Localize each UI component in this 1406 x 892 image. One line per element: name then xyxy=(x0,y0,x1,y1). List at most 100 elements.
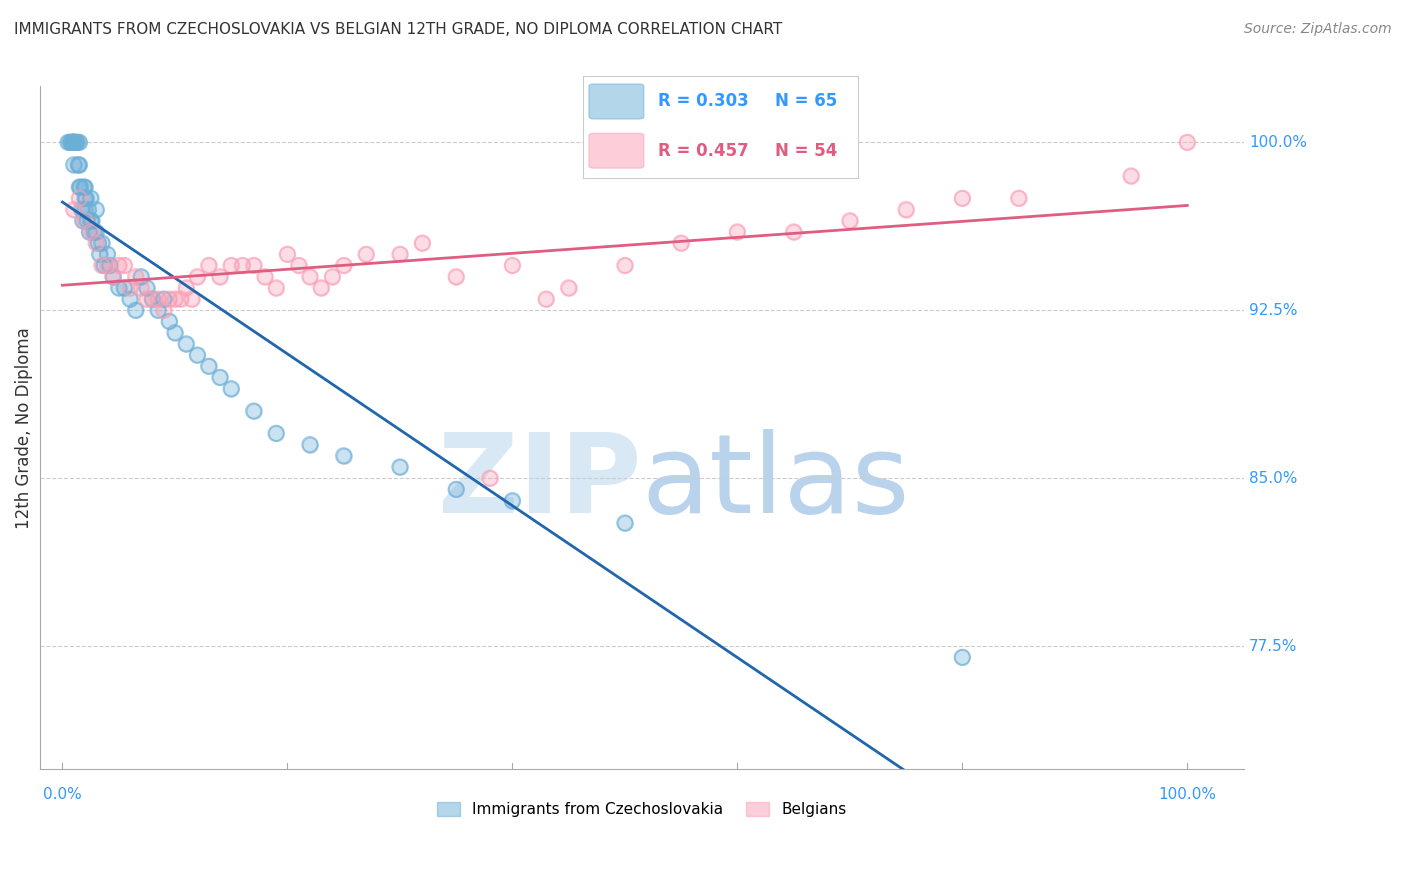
Point xyxy=(219,382,242,396)
Point xyxy=(264,426,287,441)
Point xyxy=(219,259,242,273)
Point xyxy=(101,269,124,284)
Text: N = 54: N = 54 xyxy=(776,142,838,160)
Text: 77.5%: 77.5% xyxy=(1249,639,1298,654)
Point xyxy=(613,516,636,530)
Point xyxy=(72,213,94,227)
Point xyxy=(118,292,141,306)
Point xyxy=(197,259,219,273)
Point xyxy=(73,202,96,217)
Point xyxy=(186,348,208,362)
Point xyxy=(135,292,157,306)
Point xyxy=(73,213,96,227)
Point xyxy=(84,225,107,239)
Point xyxy=(163,326,186,340)
Point xyxy=(141,292,163,306)
Text: IMMIGRANTS FROM CZECHOSLOVAKIA VS BELGIAN 12TH GRADE, NO DIPLOMA CORRELATION CHA: IMMIGRANTS FROM CZECHOSLOVAKIA VS BELGIA… xyxy=(14,22,782,37)
Point xyxy=(73,180,96,194)
Point xyxy=(163,292,186,306)
Point xyxy=(112,259,135,273)
Point xyxy=(66,136,89,150)
Point xyxy=(79,191,101,205)
Point xyxy=(309,281,332,295)
Point xyxy=(107,259,129,273)
Point xyxy=(67,136,90,150)
Point xyxy=(287,259,309,273)
Point xyxy=(298,269,321,284)
Point xyxy=(950,650,973,665)
Point xyxy=(163,292,186,306)
Point xyxy=(411,236,433,251)
Point xyxy=(98,259,121,273)
Point xyxy=(60,136,83,150)
Point xyxy=(152,292,174,306)
Point xyxy=(186,269,208,284)
Point xyxy=(73,191,96,205)
Point xyxy=(169,292,191,306)
Point xyxy=(75,191,97,205)
Point xyxy=(135,281,157,295)
Point xyxy=(62,136,84,150)
Point xyxy=(62,136,84,150)
Point xyxy=(174,281,197,295)
Text: N = 65: N = 65 xyxy=(776,93,838,111)
Point xyxy=(186,269,208,284)
Point xyxy=(62,136,84,150)
Point xyxy=(73,213,96,227)
Point xyxy=(79,213,101,227)
Point xyxy=(725,225,748,239)
Point xyxy=(1007,191,1029,205)
Point xyxy=(669,236,692,251)
Point xyxy=(83,225,105,239)
Point xyxy=(219,382,242,396)
Text: R = 0.303: R = 0.303 xyxy=(658,93,748,111)
Point xyxy=(1007,191,1029,205)
Point xyxy=(77,202,100,217)
Point xyxy=(534,292,557,306)
Point xyxy=(101,269,124,284)
Point xyxy=(388,460,411,475)
Point xyxy=(59,136,82,150)
Point xyxy=(112,259,135,273)
Point xyxy=(1119,169,1142,183)
Point xyxy=(135,281,157,295)
Point xyxy=(231,259,253,273)
Point xyxy=(84,236,107,251)
Point xyxy=(84,202,107,217)
Point xyxy=(67,180,90,194)
Point xyxy=(444,269,467,284)
Point xyxy=(557,281,579,295)
Point xyxy=(276,247,298,261)
Point xyxy=(129,281,152,295)
Point xyxy=(838,213,860,227)
Point xyxy=(87,236,110,251)
Point xyxy=(242,404,264,418)
Point xyxy=(79,225,101,239)
Point xyxy=(56,136,79,150)
Point xyxy=(101,269,124,284)
Point xyxy=(112,281,135,295)
Point xyxy=(66,136,89,150)
Point xyxy=(152,303,174,318)
Point xyxy=(287,259,309,273)
Point xyxy=(174,281,197,295)
Point xyxy=(141,292,163,306)
Text: 85.0%: 85.0% xyxy=(1249,471,1298,486)
Point xyxy=(96,259,118,273)
Point xyxy=(354,247,377,261)
Point xyxy=(76,213,98,227)
Text: 100.0%: 100.0% xyxy=(1249,135,1308,150)
Point xyxy=(62,136,84,150)
Text: 92.5%: 92.5% xyxy=(1249,302,1298,318)
Point xyxy=(157,292,180,306)
Point xyxy=(276,247,298,261)
Point xyxy=(90,259,112,273)
Point xyxy=(180,292,202,306)
Point xyxy=(557,281,579,295)
Point xyxy=(118,281,141,295)
FancyBboxPatch shape xyxy=(589,133,644,168)
Point xyxy=(152,303,174,318)
Point xyxy=(124,269,146,284)
Point xyxy=(332,449,354,463)
Y-axis label: 12th Grade, No Diploma: 12th Grade, No Diploma xyxy=(15,327,32,529)
